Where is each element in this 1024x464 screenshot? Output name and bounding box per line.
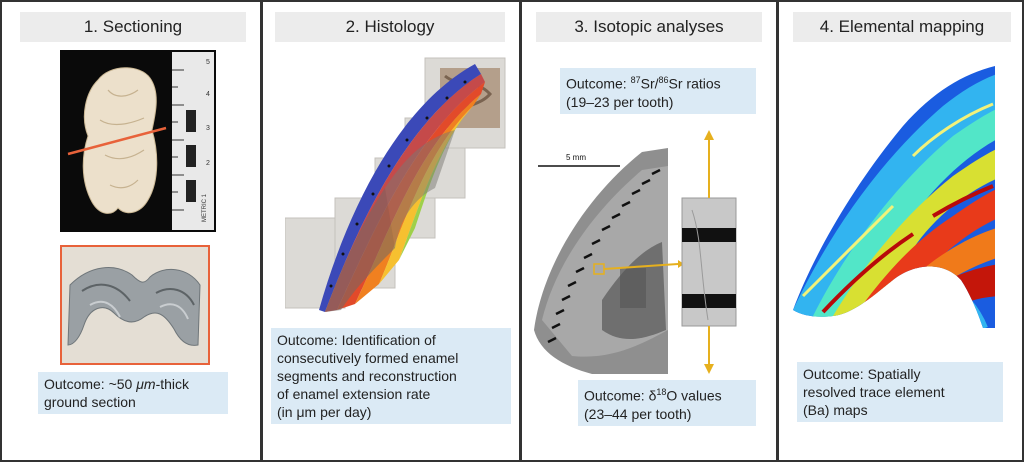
ruler-label: 4 [206, 91, 210, 98]
outcome-box-sr: Outcome: 87Sr/86Sr ratios (19–23 per too… [560, 68, 756, 114]
panel-elemental-mapping: 4. Elemental mapping Outcome: Spatially … [777, 0, 1024, 462]
ruler-label: 5 [206, 59, 210, 66]
outcome-text: Sr ratios [668, 75, 721, 92]
outcome-line: Outcome: Identification of [277, 332, 436, 348]
outcome-text: Sr/ [640, 75, 659, 92]
outcome-line: Outcome: Spatially [803, 366, 921, 382]
outcome-line: Outcome: 87Sr/86Sr ratios [566, 71, 750, 93]
outcome-text: O values [666, 387, 722, 404]
ground-section-image [60, 245, 210, 365]
outcome-box: Outcome: Identification of consecutively… [271, 328, 511, 424]
histology-mosaic-image [285, 57, 506, 312]
outcome-line: consecutively formed enamel [277, 350, 459, 366]
outcome-unit: μm [136, 376, 156, 392]
outcome-line: of enamel extension rate [277, 386, 431, 402]
outcome-box: Outcome: Spatially resolved trace elemen… [797, 362, 1003, 422]
superscript: 87 [630, 75, 641, 85]
panel-sectioning: 1. Sectioning 5 4 3 2 METRIC 1 O [0, 0, 262, 462]
outcome-text: -thick ground section [44, 376, 190, 410]
outcome-line: (Ba) maps [803, 402, 868, 418]
panel-title: 3. Isotopic analyses [536, 12, 762, 42]
outcome-box: Outcome: ~50 μm-thick ground section [38, 372, 228, 414]
section-line [67, 126, 167, 156]
outcome-line: segments and reconstruction [277, 368, 457, 384]
outcome-line: resolved trace element [803, 384, 945, 400]
panel-title: 2. Histology [275, 12, 505, 42]
ruler-label: 2 [206, 160, 210, 167]
ruler-label: 3 [206, 125, 210, 132]
superscript: 86 [658, 75, 669, 85]
panel-isotopic-analyses: 3. Isotopic analyses Outcome: 87Sr/86Sr … [520, 0, 778, 462]
outcome-line: (19–23 per tooth) [566, 93, 674, 110]
superscript: 18 [656, 387, 667, 397]
outcome-line: (23–44 per tooth) [584, 405, 692, 422]
isotope-section-image: 5 mm [534, 130, 737, 374]
panel-histology: 2. Histology Outcome: Identification of [261, 0, 521, 462]
elemental-map-image [793, 66, 995, 328]
panel-title: 1. Sectioning [20, 12, 246, 42]
outcome-box-o: Outcome: δ18O values (23–44 per tooth) [578, 380, 756, 426]
outcome-text: Outcome: ~50 [44, 376, 137, 392]
panel-title: 4. Elemental mapping [793, 12, 1011, 42]
outcome-line: (in μm per day) [277, 404, 372, 420]
tooth-photo: 5 4 3 2 METRIC 1 [60, 50, 216, 232]
scale-label: 5 mm [566, 153, 586, 162]
ruler-label: METRIC 1 [202, 193, 208, 222]
outcome-text: Outcome: δ [584, 387, 657, 404]
outcome-text: Outcome: [566, 75, 631, 92]
outcome-line: Outcome: δ18O values [584, 383, 750, 405]
